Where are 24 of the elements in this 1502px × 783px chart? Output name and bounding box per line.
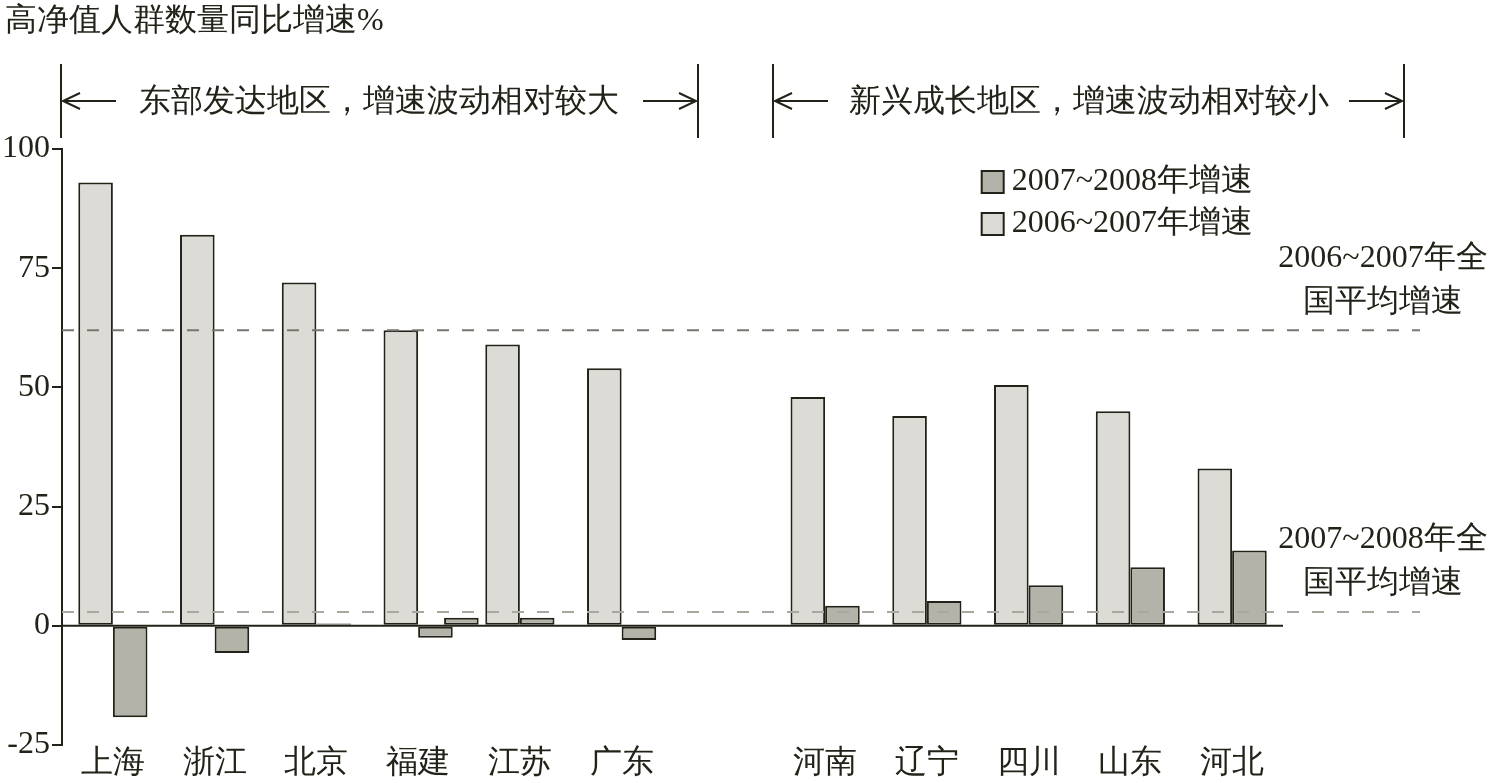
y-tick-label: 0 [34, 605, 50, 642]
x-tick-label: 河南 [793, 743, 858, 780]
x-tick-label: 四川 [996, 743, 1061, 780]
y-tick-label: -25 [7, 724, 50, 761]
x-tick-label: 福建 [386, 743, 451, 780]
x-tick-label: 辽宁 [894, 743, 959, 780]
x-tick-label: 河北 [1200, 743, 1265, 780]
text: 东部发达地区，增速波动相对较大 [138, 82, 621, 119]
y-tick-label: 100 [2, 128, 50, 165]
x-tick-label: 浙江 [182, 743, 247, 780]
ref-line-label: 2006~2007年全国平均增速 [1278, 237, 1488, 318]
y-tick-label: 25 [18, 486, 50, 523]
y-tick-label: 75 [18, 247, 50, 284]
x-tick-label: 山东 [1098, 743, 1163, 780]
x-tick-label: 广东 [589, 743, 654, 780]
text: 新兴成长地区，增速波动相对较小 [847, 82, 1330, 119]
legend-label: 2007~2008年增速 [1011, 161, 1253, 198]
ref-line-label: 2007~2008年全国平均增速 [1278, 519, 1488, 600]
x-tick-label: 北京 [284, 743, 349, 780]
x-tick-label: 江苏 [487, 743, 552, 780]
legend-label: 2006~2007年增速 [1011, 203, 1253, 240]
y-tick-label: 50 [18, 366, 50, 403]
x-tick-label: 上海 [80, 743, 145, 780]
y-axis-title: 高净值人群数量同比增速% [5, 1, 384, 38]
